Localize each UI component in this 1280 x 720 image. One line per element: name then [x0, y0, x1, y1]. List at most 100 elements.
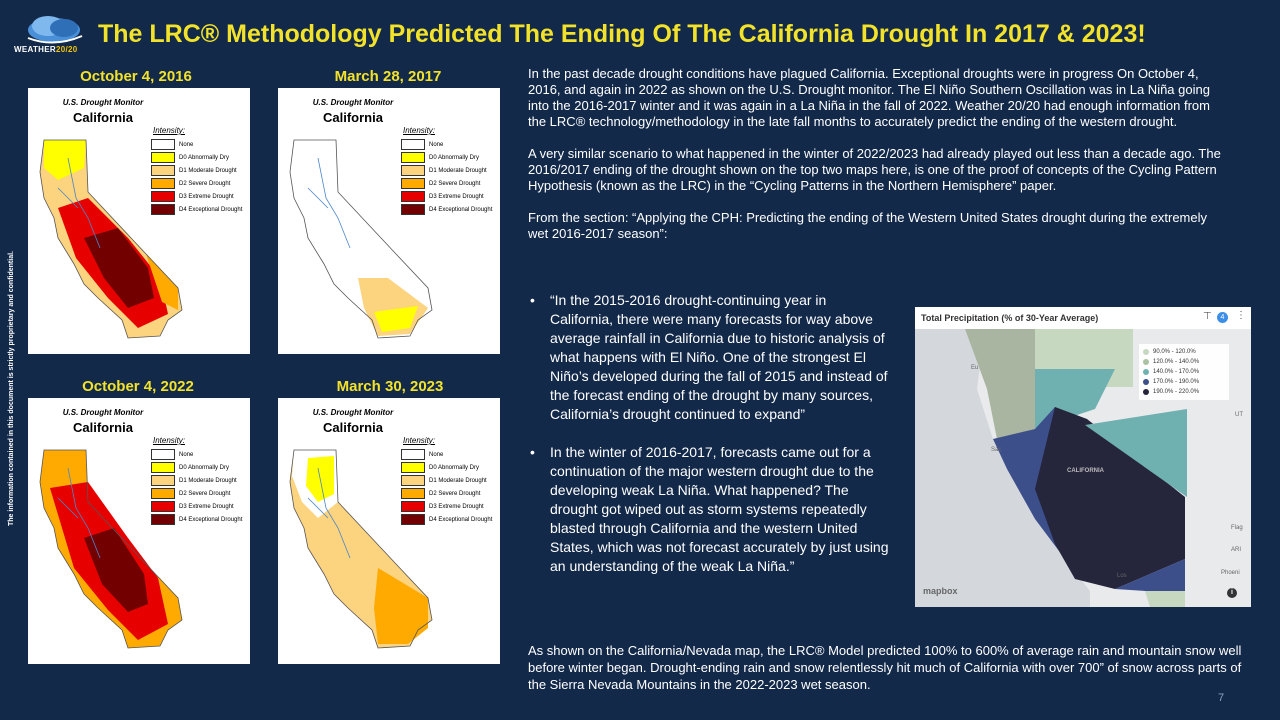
legend-label: 170.0% - 190.0%: [1153, 379, 1200, 385]
legend-label: D3 Extreme Drought: [429, 503, 484, 510]
legend-row: None: [401, 138, 492, 151]
bullet-item: • “In the 2015-2016 drought-continuing ye…: [530, 291, 890, 424]
drought-map-mar-2023: U.S. Drought Monitor California Intensit…: [278, 398, 500, 664]
map-label-california: CALIFORNIA: [1067, 468, 1104, 474]
filter-count-badge[interactable]: 4: [1217, 312, 1228, 323]
legend-label: None: [179, 141, 194, 148]
drought-map-state: California: [323, 420, 383, 435]
legend-swatch: [151, 178, 175, 189]
legend-swatch: [151, 462, 175, 473]
confidentiality-text: The information contained in this docume…: [8, 251, 15, 526]
legend-label: D2 Severe Drought: [179, 180, 231, 187]
legend-row: D1 Moderate Drought: [151, 164, 242, 177]
legend-swatch: [401, 501, 425, 512]
map-label-state: UT: [1235, 412, 1243, 418]
drought-legend: None D0 Abnormally Dry D1 Moderate Drought…: [401, 138, 492, 216]
legend-swatch: [1143, 359, 1149, 365]
legend-row: 190.0% - 220.0%: [1143, 387, 1225, 397]
drought-map-oct-2022: U.S. Drought Monitor California Intensit…: [28, 398, 250, 664]
legend-swatch: [401, 191, 425, 202]
legend-row: D3 Extreme Drought: [151, 190, 242, 203]
intro-text: In the past decade drought conditions ha…: [528, 66, 1228, 242]
legend-row: D2 Severe Drought: [151, 177, 242, 190]
legend-swatch: [401, 462, 425, 473]
legend-row: D3 Extreme Drought: [401, 500, 492, 513]
drought-map-mar-2017: U.S. Drought Monitor California Intensit…: [278, 88, 500, 354]
bullet-dot: •: [530, 292, 535, 308]
precipitation-map-title: Total Precipitation (% of 30-Year Averag…: [921, 313, 1099, 323]
drought-monitor-header: U.S. Drought Monitor: [62, 408, 144, 417]
bullet-item: • In the winter of 2016-2017, forecasts c…: [530, 443, 890, 576]
legend-swatch: [401, 488, 425, 499]
legend-swatch: [1143, 389, 1149, 395]
legend-row: 90.0% - 120.0%: [1143, 347, 1225, 357]
legend-row: D4 Exceptional Drought: [151, 203, 242, 216]
legend-swatch: [401, 165, 425, 176]
drought-map-state: California: [323, 110, 383, 125]
drought-map-state: California: [73, 420, 133, 435]
info-icon[interactable]: i: [1227, 588, 1237, 598]
legend-swatch: [151, 488, 175, 499]
intensity-label: Intensity:: [153, 436, 186, 445]
legend-row: D1 Moderate Drought: [401, 164, 492, 177]
legend-label: None: [429, 451, 444, 458]
bullet-text: In the winter of 2016-2017, forecasts ca…: [550, 444, 889, 574]
bullet-dot: •: [530, 444, 535, 460]
legend-swatch: [151, 501, 175, 512]
precipitation-legend: 90.0% - 120.0% 120.0% - 140.0% 140.0% - …: [1139, 344, 1229, 400]
filter-icon[interactable]: ⊤: [1203, 311, 1212, 322]
legend-row: D0 Abnormally Dry: [401, 461, 492, 474]
legend-swatch: [1143, 369, 1149, 375]
map-label-state: ARI: [1231, 547, 1242, 553]
drought-legend: None D0 Abnormally Dry D1 Moderate Drought…: [151, 448, 242, 526]
map-caption-oct-2016: October 4, 2016: [80, 68, 192, 85]
drought-monitor-header: U.S. Drought Monitor: [312, 408, 394, 417]
legend-swatch: [151, 165, 175, 176]
legend-row: D0 Abnormally Dry: [151, 151, 242, 164]
legend-label: D0 Abnormally Dry: [429, 154, 480, 161]
legend-swatch: [401, 152, 425, 163]
brand-wordmark: WEATHER20/20: [14, 45, 77, 54]
legend-row: D1 Moderate Drought: [151, 474, 242, 487]
legend-row: D2 Severe Drought: [151, 487, 242, 500]
legend-label: 140.0% - 170.0%: [1153, 369, 1200, 375]
mapbox-attribution[interactable]: mapbox: [923, 586, 958, 596]
legend-swatch: [151, 139, 175, 150]
legend-label: D0 Abnormally Dry: [179, 464, 230, 471]
legend-label: None: [179, 451, 194, 458]
page-number: 7: [1218, 692, 1225, 704]
map-label-city: Phoeni: [1221, 570, 1240, 576]
legend-label: D1 Moderate Drought: [429, 477, 487, 484]
map-label-city: Los: [1117, 573, 1127, 579]
legend-swatch: [1143, 349, 1149, 355]
legend-label: D2 Severe Drought: [179, 490, 231, 497]
legend-label: D3 Extreme Drought: [429, 193, 484, 200]
legend-label: D4 Exceptional Drought: [429, 206, 493, 213]
precipitation-map-panel: Total Precipitation (% of 30-Year Averag…: [915, 307, 1251, 607]
california-drought-shape: [39, 139, 183, 339]
bullet-text: “In the 2015-2016 drought-continuing yea…: [550, 292, 888, 422]
legend-swatch: [1143, 379, 1149, 385]
legend-label: 190.0% - 220.0%: [1153, 389, 1200, 395]
drought-monitor-header: U.S. Drought Monitor: [62, 98, 144, 107]
legend-swatch: [151, 514, 175, 525]
legend-row: 170.0% - 190.0%: [1143, 377, 1225, 387]
paragraph-3: From the section: “Applying the CPH: Pre…: [528, 210, 1208, 241]
map-label-city: Sac: [991, 447, 1002, 453]
intensity-label: Intensity:: [403, 126, 436, 135]
more-options-icon[interactable]: ⋮: [1236, 310, 1246, 321]
drought-map-state: California: [73, 110, 133, 125]
precipitation-map-header: Total Precipitation (% of 30-Year Averag…: [915, 307, 1251, 330]
drought-map-oct-2016: U.S. Drought Monitor California Intensit…: [28, 88, 250, 354]
legend-swatch: [151, 449, 175, 460]
drought-monitor-header: U.S. Drought Monitor: [312, 98, 394, 107]
legend-swatch: [151, 152, 175, 163]
legend-row: D1 Moderate Drought: [401, 474, 492, 487]
conclusion-text: As shown on the California/Nevada map, t…: [528, 643, 1242, 692]
legend-label: D0 Abnormally Dry: [179, 154, 230, 161]
legend-row: D4 Exceptional Drought: [401, 513, 492, 526]
legend-swatch: [151, 475, 175, 486]
legend-label: D4 Exceptional Drought: [179, 516, 243, 523]
confidentiality-note: The information contained in this docume…: [0, 214, 16, 526]
legend-label: D1 Moderate Drought: [179, 477, 237, 484]
